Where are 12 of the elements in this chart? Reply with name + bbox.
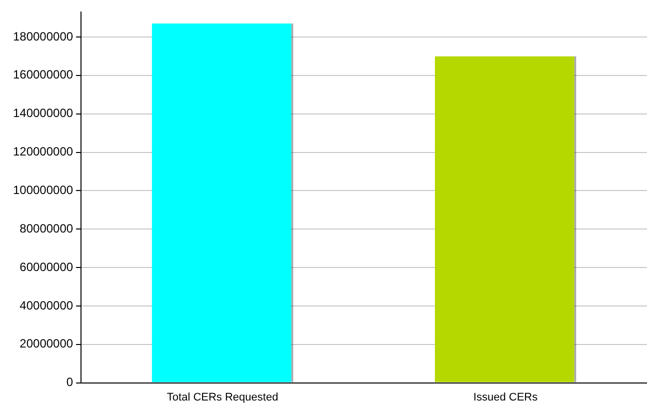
y-tick-label: 140000000 (12, 106, 74, 120)
y-tick-label: 0 (66, 375, 74, 390)
y-tick-label: 60000000 (20, 260, 74, 274)
y-tick-label: 160000000 (12, 68, 74, 82)
x-tick-label: Total CERs Requested (166, 391, 278, 404)
y-tick-label: 100000000 (12, 182, 74, 197)
x-tick-label: Issued CERs (473, 391, 538, 404)
y-tick-label: 80000000 (20, 221, 74, 236)
y-tick-label: 180000000 (12, 29, 74, 44)
y-tick-label: 120000000 (12, 144, 74, 159)
y-tick-label: 40000000 (20, 298, 74, 312)
y-tick-label: 20000000 (20, 336, 74, 351)
